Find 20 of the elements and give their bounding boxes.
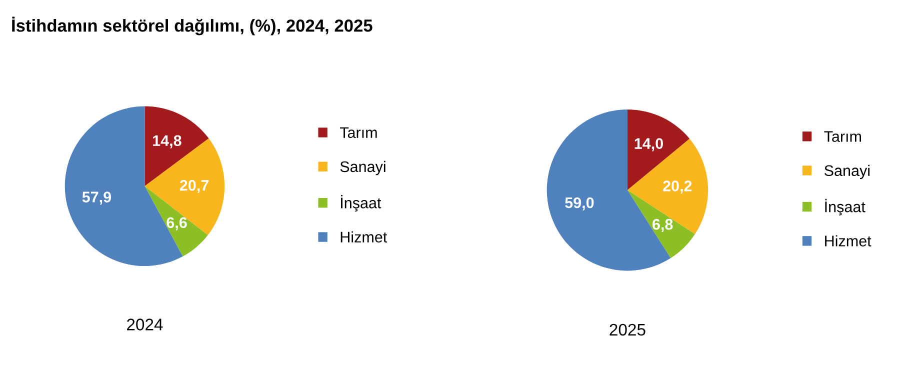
pie-slice — [627, 138, 708, 234]
data-label: 14,0 — [634, 138, 663, 152]
data-label: 14,8 — [153, 135, 182, 148]
legend-label: Sanayi — [340, 160, 386, 176]
legend-label: Sanayi — [824, 164, 870, 180]
legend-label: İnşaat — [341, 195, 382, 212]
legend-label: Tarım — [340, 127, 377, 138]
legend-label: İnşaat — [825, 198, 866, 216]
text: 2024 — [127, 318, 163, 330]
chart-title: İstihdamın sektörel dağılımı, (%), 2024, 2025 — [12, 16, 372, 36]
data-label: 59,0 — [565, 197, 594, 210]
data-label: 6,6 — [166, 217, 187, 230]
data-label: 20,7 — [180, 180, 208, 193]
data-label: 20,2 — [663, 180, 692, 194]
legend-label: Tarım — [824, 131, 861, 142]
data-label: 57,9 — [82, 192, 112, 205]
legend-label: Hizmet — [340, 231, 388, 243]
text: 2025 — [610, 324, 646, 336]
data-label: 6,8 — [652, 218, 673, 232]
legend-label: Hizmet — [825, 235, 872, 246]
